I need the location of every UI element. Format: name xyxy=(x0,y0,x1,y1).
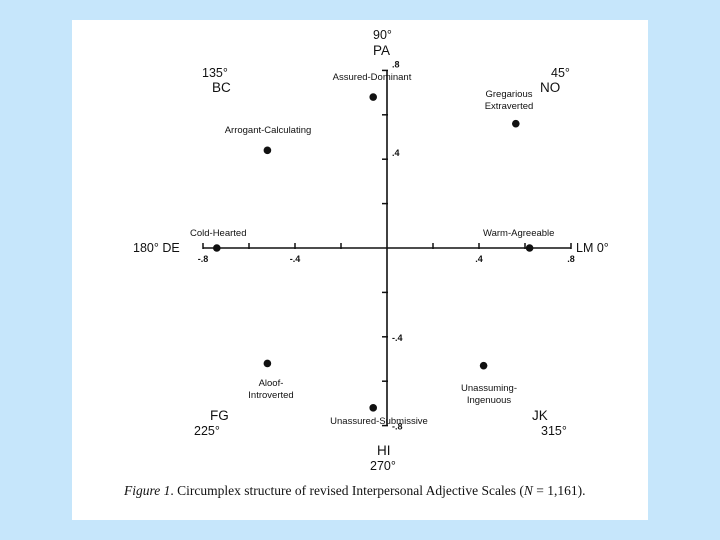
octant-label-se-angle: 315° xyxy=(541,424,567,438)
octant-label-se-code: JK xyxy=(532,408,548,423)
chart-tick-labels: -.8 -.4 .4 .8 .8 .4 -.4 -.8 xyxy=(198,59,575,431)
figure-label: Figure 1 xyxy=(124,483,171,498)
octant-label-top-angle: 90° xyxy=(373,28,392,42)
x-tick-label: -.8 xyxy=(198,254,209,264)
x-tick-label: .4 xyxy=(475,254,483,264)
octant-label-sw-code: FG xyxy=(210,408,229,423)
data-point xyxy=(263,359,272,368)
y-tick-label: .4 xyxy=(392,148,400,158)
octant-label-nw-code: BC xyxy=(212,80,231,95)
data-point-label: Ingenuous xyxy=(467,395,512,406)
data-point-label: Gregarious xyxy=(486,89,533,100)
octant-label-sw-angle: 225° xyxy=(194,424,220,438)
data-point-label: Aloof- xyxy=(259,378,284,389)
data-point xyxy=(512,119,520,128)
data-point-label: Unassured-Submissive xyxy=(330,416,428,427)
chart-axes xyxy=(203,70,571,426)
figure-panel xyxy=(72,20,648,520)
data-point-label: Warm-Agreeable xyxy=(483,228,554,239)
chart-ticks xyxy=(202,69,572,427)
data-point-label: Introverted xyxy=(248,390,293,401)
y-tick-label: -.4 xyxy=(392,333,403,343)
x-tick-label: -.4 xyxy=(290,254,301,264)
caption-text: . Circumplex structure of revised Interp… xyxy=(170,483,524,498)
octant-label-left: 180° DE xyxy=(133,241,180,255)
data-point xyxy=(479,361,488,370)
octant-label-right: LM 0° xyxy=(576,241,609,255)
y-tick-label: -.8 xyxy=(392,422,403,432)
octant-label-top-code: PA xyxy=(373,43,390,58)
caption-n-label: N xyxy=(523,483,533,498)
x-tick-label: .8 xyxy=(567,254,575,264)
data-point xyxy=(213,244,221,252)
data-point xyxy=(263,146,272,155)
data-point-label: Extraverted xyxy=(485,101,534,112)
data-points xyxy=(213,93,534,412)
data-point-label: Unassuming- xyxy=(461,383,517,394)
data-point xyxy=(525,244,534,252)
data-point xyxy=(369,404,378,412)
octant-label-nw-angle: 135° xyxy=(202,66,228,80)
caption-n-value: = 1,161). xyxy=(532,483,586,498)
data-point-label: Arrogant-Calculating xyxy=(225,125,312,136)
y-tick-label: .8 xyxy=(392,59,400,69)
data-point-label: Cold-Hearted xyxy=(190,228,247,239)
octant-label-bottom-code: HI xyxy=(377,443,391,458)
octant-label-ne-angle: 45° xyxy=(551,66,570,80)
data-point xyxy=(369,93,378,101)
figure-caption: Figure 1. Circumplex structure of revise… xyxy=(124,483,644,499)
octant-label-bottom-angle: 270° xyxy=(370,459,396,473)
data-point-label: Assured-Dominant xyxy=(333,72,412,83)
octant-label-ne-code: NO xyxy=(540,80,560,95)
